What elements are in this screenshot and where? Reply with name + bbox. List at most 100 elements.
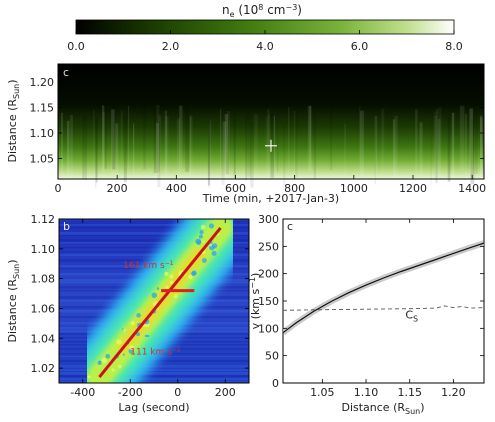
x-tick-label: 400 — [166, 182, 187, 195]
text-span: ) — [297, 3, 302, 17]
speckle — [144, 334, 148, 338]
plus-marker — [265, 139, 277, 152]
heatmap-streaks — [60, 104, 483, 189]
speckle — [212, 243, 218, 249]
streak — [430, 120, 432, 186]
streak — [479, 115, 483, 181]
y-tick-label: 1.12 — [31, 213, 56, 226]
top-x-ticks: 0 200 400 600 800 1000 1200 1400 — [55, 64, 486, 195]
streak — [307, 105, 311, 171]
streak — [178, 118, 180, 184]
speed-series — [283, 240, 484, 336]
streak — [470, 118, 475, 184]
streak — [433, 111, 438, 177]
text-span: 111 km s — [130, 348, 172, 358]
speckle — [201, 258, 207, 263]
y-tick-label: 50 — [265, 350, 279, 363]
speckle — [200, 224, 206, 230]
top-x-axis-label: Time (min, +2017-Jan-3) — [202, 192, 339, 205]
stripe — [59, 369, 249, 372]
y-tick-label: 200 — [258, 268, 279, 281]
streak — [123, 117, 127, 183]
streak — [225, 109, 229, 175]
streak — [469, 108, 473, 174]
streak — [222, 121, 227, 187]
x-tick-label: 1.15 — [397, 386, 422, 399]
y-tick-label: 1.02 — [31, 362, 56, 375]
text-span: Distance (R — [6, 279, 19, 343]
x-tick-label: 1.10 — [354, 386, 379, 399]
speckle — [202, 240, 205, 243]
stripe — [59, 239, 249, 242]
streak — [155, 122, 159, 188]
streak — [330, 105, 333, 171]
x-tick-label: 200 — [107, 182, 128, 195]
streak — [254, 113, 258, 179]
speed-y-axis-label: v (km s−1) — [248, 273, 262, 330]
fit-line-segment — [98, 226, 222, 378]
top-y-axis-label: Distance (RSun) — [6, 79, 21, 162]
streak — [165, 116, 169, 182]
streak — [164, 110, 167, 176]
streak — [157, 122, 161, 188]
colorbar-ticks: 0.0 2.0 4.0 6.0 8.0 — [67, 30, 463, 53]
speckle — [169, 280, 174, 285]
text-span: ) — [420, 401, 424, 414]
streak — [265, 116, 268, 182]
streak — [143, 104, 146, 170]
streak — [464, 113, 467, 179]
stripe — [59, 378, 249, 381]
streak — [459, 105, 462, 171]
colorbar-tick-label: 6.0 — [351, 40, 369, 53]
streak — [95, 122, 97, 188]
streak — [224, 114, 228, 180]
y-tick-label: 300 — [258, 213, 279, 226]
x-tick-label: 600 — [225, 182, 246, 195]
panel-speed-plot: c CS 1.05 1.10 1.15 1.20 0 50 100 150 200 250 300… — [248, 213, 485, 416]
streak — [221, 119, 225, 185]
streak — [434, 116, 438, 182]
streak — [415, 109, 418, 175]
streak — [438, 107, 442, 173]
streak — [360, 110, 364, 176]
streak — [102, 111, 105, 177]
top-frame — [57, 63, 485, 180]
speckle — [87, 375, 91, 379]
speckle — [188, 274, 193, 280]
streak — [288, 107, 290, 173]
streak — [219, 108, 222, 174]
text-span: n — [222, 3, 230, 17]
streak — [133, 123, 135, 189]
speckle — [156, 287, 160, 290]
speckle — [136, 332, 141, 337]
stripe — [59, 247, 249, 249]
streak — [247, 112, 252, 178]
panel-top-heatmap: c 0 200 400 600 800 1000 1200 1400 1.05 1.10 1.15… — [6, 63, 486, 205]
speckle — [105, 353, 111, 359]
colorbar-tick-label: 8.0 — [445, 40, 463, 53]
sound-speed-line — [283, 305, 484, 311]
streak — [273, 115, 275, 181]
speckle — [199, 230, 204, 235]
speed-x-axis-label: Distance (RSun) — [341, 401, 424, 416]
streak — [359, 106, 361, 172]
text-span: Sun — [12, 264, 21, 279]
speckle — [129, 345, 135, 351]
speckle — [165, 285, 169, 289]
stripe — [59, 227, 249, 229]
speckle — [173, 294, 178, 299]
y-tick-label: 1.10 — [31, 243, 56, 256]
streak — [479, 117, 483, 183]
streak — [66, 120, 70, 186]
speed-annotation: 161 km s−1 — [123, 260, 174, 271]
y-tick-label: 0 — [272, 377, 279, 390]
streak — [394, 115, 398, 181]
text-span: Distance (R — [341, 401, 405, 414]
streak — [111, 109, 115, 175]
y-tick-label: 1.04 — [31, 332, 56, 345]
streak — [374, 116, 378, 182]
streak — [101, 105, 105, 171]
speed-x-ticks: 1.05 1.10 1.15 1.20 — [310, 219, 466, 399]
x-tick-label: -200 — [118, 386, 143, 399]
x-tick-label: 1400 — [458, 182, 486, 195]
